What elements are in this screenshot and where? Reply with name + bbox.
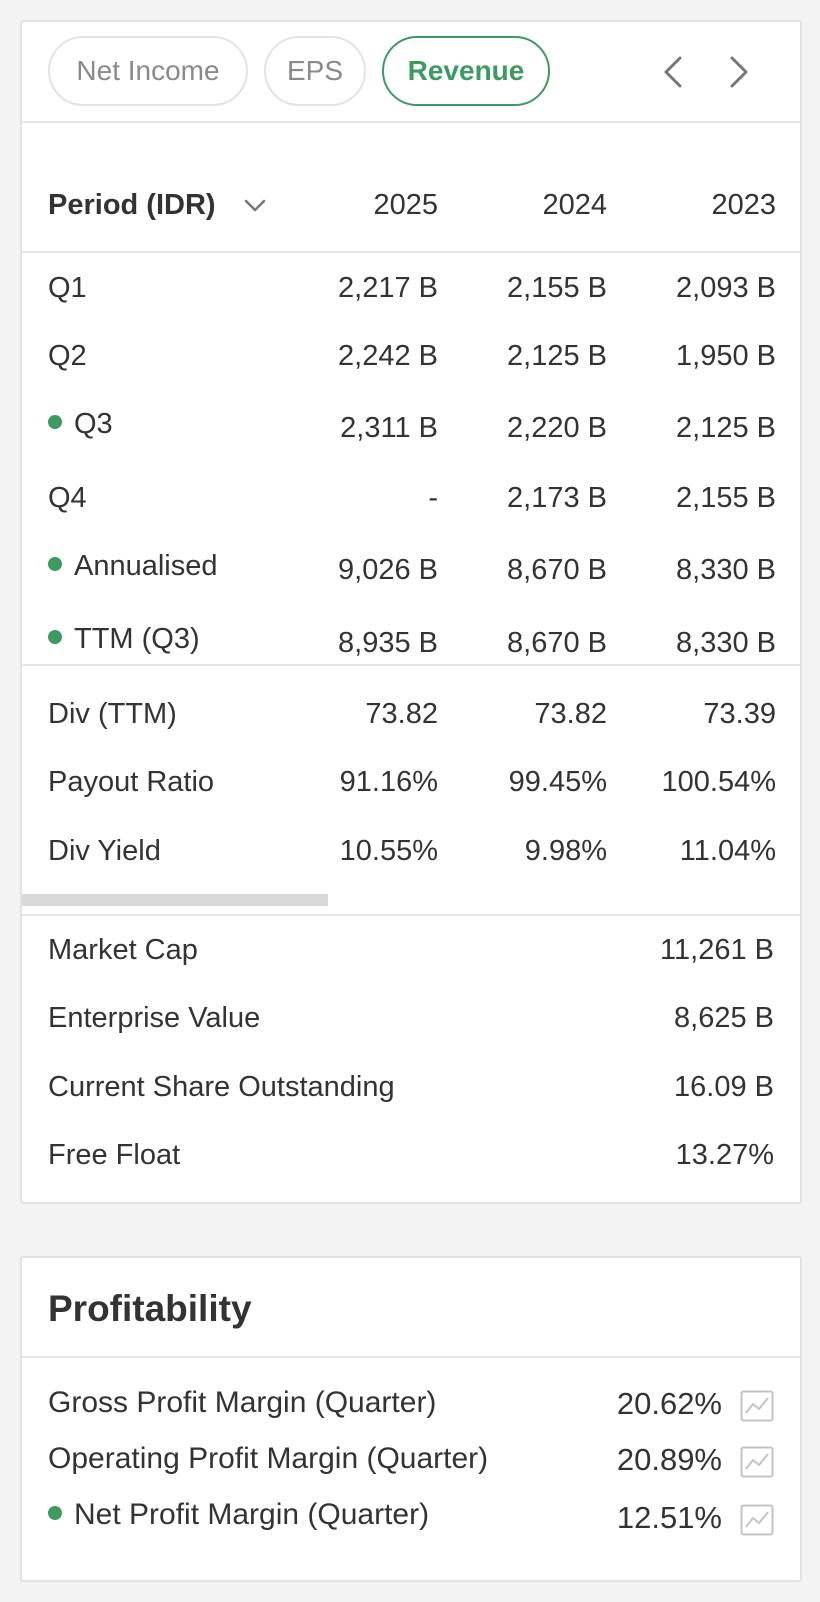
status-dot bbox=[48, 557, 62, 572]
table-cell: 2,242 B bbox=[338, 340, 438, 372]
horizontal-scrollbar[interactable] bbox=[22, 894, 328, 906]
margin-label: Net Profit Margin (Quarter) bbox=[48, 1498, 429, 1532]
margin-label: Operating Profit Margin (Quarter) bbox=[48, 1442, 489, 1475]
stat-value: 8,625 B bbox=[674, 1002, 774, 1034]
tab-eps[interactable]: EPS bbox=[264, 36, 366, 106]
table-cell: 8,330 B bbox=[676, 554, 776, 586]
table-cell: 99.45% bbox=[508, 766, 607, 798]
margin-row-net: Net Profit Margin (Quarter) 12.51% bbox=[22, 1492, 800, 1542]
table-cell: 8,670 B bbox=[507, 554, 607, 586]
table-row: Q4 - 2,173 B 2,155 B bbox=[22, 466, 800, 526]
table-cell: 100.54% bbox=[661, 766, 777, 798]
stat-value: 13.27% bbox=[675, 1139, 774, 1171]
stat-label: Enterprise Value bbox=[48, 1002, 261, 1034]
table-row: Annualised 9,026 B 8,670 B 8,330 B bbox=[22, 536, 800, 596]
tab-net-income[interactable]: Net Income bbox=[48, 36, 248, 106]
metric-tabs: Net Income EPS Revenue bbox=[22, 22, 800, 123]
table-row: TTM (Q3) 8,935 B 8,670 B 8,330 B bbox=[22, 609, 800, 669]
row-label: Div (TTM) bbox=[48, 698, 177, 730]
stat-row-enterprise-value: Enterprise Value 8,625 B bbox=[22, 986, 800, 1046]
table-row: Q1 2,217 B 2,155 B 2,093 B bbox=[22, 256, 800, 316]
table-cell: 8,670 B bbox=[507, 627, 607, 659]
stat-row-market-cap: Market Cap 11,261 B bbox=[22, 918, 800, 978]
table-row: Q2 2,242 B 2,125 B 1,950 B bbox=[22, 324, 800, 384]
table-cell: 2,093 B bbox=[676, 272, 776, 304]
year-header: 2024 bbox=[542, 189, 607, 221]
table-cell: 2,220 B bbox=[507, 412, 607, 444]
table-cell: 91.16% bbox=[339, 766, 438, 798]
table-cell: 2,173 B bbox=[507, 482, 607, 514]
margin-value: 20.89% bbox=[616, 1442, 722, 1477]
stat-value: 11,261 B bbox=[660, 934, 774, 966]
divider bbox=[22, 914, 800, 916]
line-chart-icon[interactable] bbox=[740, 1504, 774, 1536]
table-cell: 2,125 B bbox=[676, 412, 776, 444]
status-dot bbox=[48, 1506, 62, 1521]
row-label: Annualised bbox=[48, 550, 218, 583]
table-cell: 9,026 B bbox=[338, 554, 438, 586]
table-cell: 2,125 B bbox=[507, 340, 607, 372]
table-row: Payout Ratio 91.16% 99.45% 100.54% bbox=[22, 750, 800, 810]
table-cell: 11.04% bbox=[679, 835, 776, 867]
table-row: Div (TTM) 73.82 73.82 73.39 bbox=[22, 682, 800, 742]
profitability-card: Profitability Gross Profit Margin (Quart… bbox=[20, 1256, 802, 1582]
row-label: Div Yield bbox=[48, 835, 161, 867]
chevron-right-icon[interactable] bbox=[718, 52, 758, 92]
table-cell: 73.82 bbox=[534, 698, 607, 730]
stat-label: Free Float bbox=[48, 1139, 181, 1171]
stat-label: Current Share Outstanding bbox=[48, 1071, 395, 1103]
stat-label: Market Cap bbox=[48, 934, 198, 966]
table-row: Div Yield 10.55% 9.98% 11.04% bbox=[22, 819, 800, 879]
period-label: Period (IDR) bbox=[48, 189, 216, 221]
row-label: Q4 bbox=[48, 482, 87, 514]
table-cell: 2,155 B bbox=[507, 272, 607, 304]
table-cell: 2,311 B bbox=[340, 412, 438, 444]
table-cell: 1,950 B bbox=[676, 340, 776, 372]
row-label: Q1 bbox=[48, 272, 87, 304]
section-title: Profitability bbox=[48, 1288, 252, 1329]
profitability-header: Profitability bbox=[22, 1258, 800, 1358]
period-selector[interactable]: Period (IDR) bbox=[48, 189, 266, 222]
row-label: TTM (Q3) bbox=[48, 623, 200, 656]
tab-revenue[interactable]: Revenue bbox=[382, 36, 550, 106]
table-cell: 2,155 B bbox=[676, 482, 776, 514]
status-dot bbox=[48, 415, 62, 430]
table-row: Q3 2,311 B 2,220 B 2,125 B bbox=[22, 394, 800, 454]
margin-value: 12.51% bbox=[616, 1500, 722, 1535]
stat-value: 16.09 B bbox=[674, 1071, 774, 1103]
divider bbox=[22, 664, 800, 666]
table-cell: 8,935 B bbox=[338, 627, 438, 659]
year-header: 2025 bbox=[373, 189, 438, 221]
table-cell: 10.55% bbox=[339, 835, 438, 867]
margin-row-operating: Operating Profit Margin (Quarter) 20.89% bbox=[22, 1436, 800, 1486]
table-cell: 2,217 B bbox=[338, 272, 438, 304]
margin-value: 20.62% bbox=[616, 1386, 722, 1421]
table-cell: - bbox=[428, 482, 438, 514]
status-dot bbox=[48, 630, 62, 645]
row-label: Q2 bbox=[48, 340, 87, 372]
stat-row-share-outstanding: Current Share Outstanding 16.09 B bbox=[22, 1055, 800, 1115]
line-chart-icon[interactable] bbox=[740, 1446, 774, 1478]
row-label: Q3 bbox=[48, 408, 113, 441]
margin-label: Gross Profit Margin (Quarter) bbox=[48, 1386, 437, 1419]
margin-row-gross: Gross Profit Margin (Quarter) 20.62% bbox=[22, 1380, 800, 1430]
table-cell: 73.39 bbox=[703, 698, 776, 730]
table-cell: 9.98% bbox=[524, 835, 607, 867]
stat-row-free-float: Free Float 13.27% bbox=[22, 1123, 800, 1183]
year-header: 2023 bbox=[711, 189, 776, 221]
line-chart-icon[interactable] bbox=[740, 1390, 774, 1422]
table-cell: 8,330 B bbox=[676, 627, 776, 659]
financials-card: Net Income EPS Revenue Period (IDR) 2025… bbox=[20, 20, 802, 1204]
row-label: Payout Ratio bbox=[48, 766, 215, 798]
table-header: Period (IDR) 2025 2024 2023 bbox=[22, 123, 800, 253]
table-cell: 73.82 bbox=[365, 698, 438, 730]
chevron-down-icon bbox=[244, 200, 265, 212]
chevron-left-icon[interactable] bbox=[654, 52, 694, 92]
